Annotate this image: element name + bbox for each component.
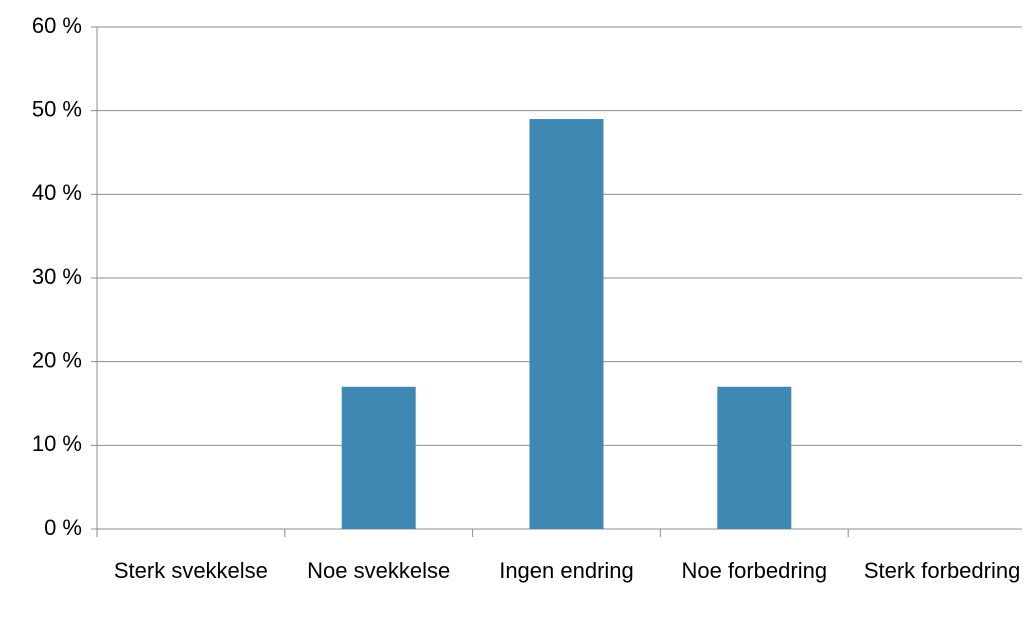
x-tick-label: Sterk svekkelse [113,558,268,583]
y-tick-label: 30 % [32,264,82,289]
y-tick-label: 40 % [32,180,82,205]
y-tick-label: 10 % [32,431,82,456]
y-tick-label: 20 % [32,347,82,372]
x-tick-label: Sterk forbedring [863,558,1021,583]
x-tick-label: Noe svekkelse [307,558,451,583]
bar [529,119,604,530]
x-tick-label: Ingen endring [499,558,634,583]
y-tick-label: 50 % [32,96,82,121]
bar [341,386,416,529]
bar [717,386,792,529]
x-tick-label: Noe forbedring [681,558,828,583]
y-tick-label: 0 % [44,515,82,540]
y-tick-label: 60 % [32,13,82,38]
